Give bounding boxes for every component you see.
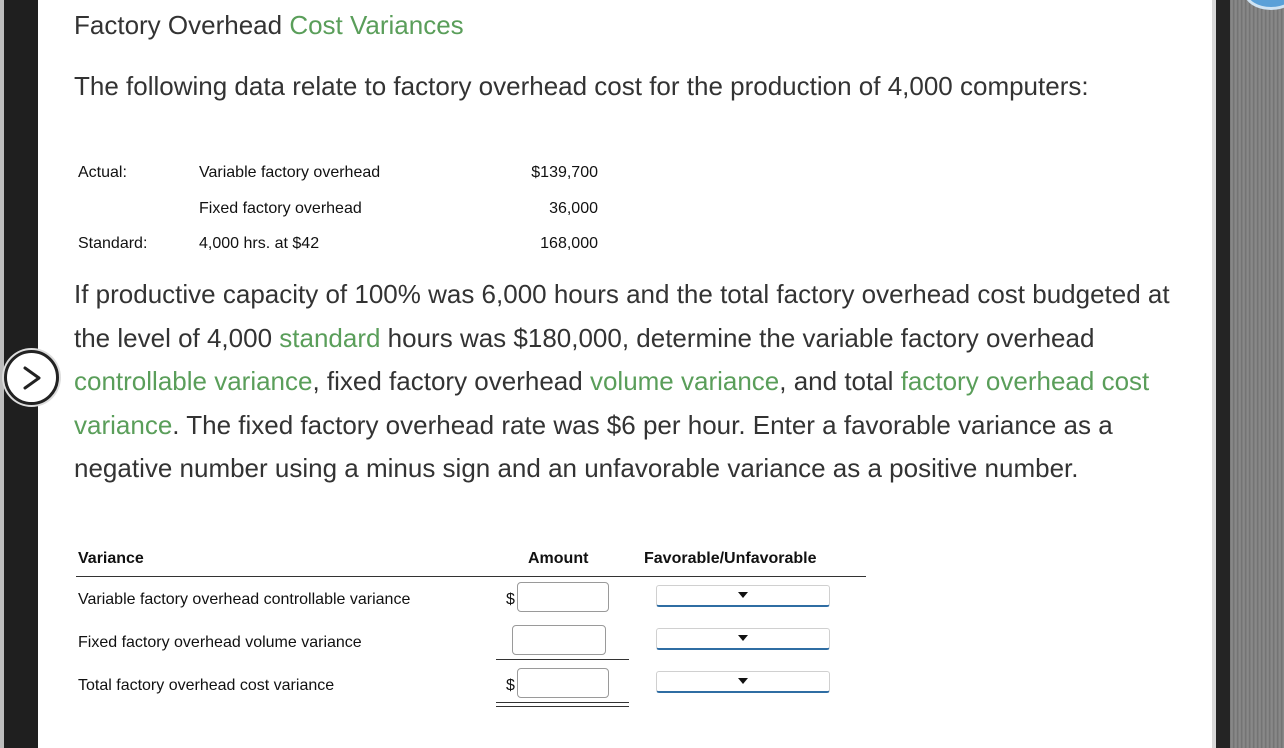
- glossary-link-volume-variance[interactable]: volume variance: [589, 366, 780, 396]
- dropdown-caret-icon: [738, 592, 748, 598]
- glossary-link-standard[interactable]: standard: [279, 322, 381, 353]
- chevron-right-icon: [23, 366, 41, 390]
- volume-variance-amount-input[interactable]: [512, 625, 606, 655]
- dropdown-caret-icon: [738, 635, 748, 641]
- table-row: Total factory overhead cost variance $: [76, 663, 866, 706]
- given-item: Variable factory overhead: [199, 164, 381, 181]
- currency-symbol: $: [506, 591, 515, 608]
- given-amount: $139,700: [531, 164, 598, 181]
- header-variance: Variance: [78, 550, 144, 567]
- total-variance-amount-input[interactable]: [517, 668, 609, 698]
- question-text: If productive capacity of 100% was 6,000…: [74, 279, 1170, 483]
- row-label: Variable factory overhead controllable v…: [78, 591, 411, 608]
- given-category: Actual:: [78, 164, 127, 181]
- row-label: Fixed factory overhead volume variance: [78, 634, 362, 651]
- volume-variance-fav-unfav-select[interactable]: [656, 628, 830, 650]
- subtotal-rule: [496, 659, 629, 660]
- header-favorable-unfavorable: Favorable/Unfavorable: [644, 550, 817, 567]
- given-amount: 168,000: [540, 235, 598, 252]
- dropdown-caret-icon: [738, 678, 748, 684]
- answer-table: Variance Amount Favorable/Unfavorable Va…: [76, 544, 866, 707]
- glossary-link-controllable-variance[interactable]: controllable variance: [74, 366, 313, 396]
- glossary-link-factory-overhead-cost-variance[interactable]: factory overhead cost variance: [74, 366, 1150, 440]
- page-title: Factory Overhead Cost Variances: [74, 10, 464, 40]
- controllable-variance-fav-unfav-select[interactable]: [656, 585, 830, 607]
- total-double-rule: [496, 702, 629, 707]
- row-label: Total factory overhead cost variance: [78, 677, 335, 694]
- given-amount: 36,000: [549, 199, 598, 217]
- answer-table-header: Variance Amount Favorable/Unfavorable: [76, 544, 866, 577]
- currency-symbol: $: [506, 677, 515, 694]
- table-row: Fixed factory overhead volume variance: [76, 620, 866, 663]
- table-row: Variable factory overhead controllable v…: [76, 577, 866, 620]
- header-amount: Amount: [528, 550, 589, 567]
- controllable-variance-amount-input[interactable]: [517, 582, 609, 612]
- total-variance-fav-unfav-select[interactable]: [656, 671, 830, 693]
- intro-text: The following data relate to factory ove…: [74, 71, 1089, 101]
- content-panel: [38, 0, 1212, 748]
- window-right-edge: [1212, 0, 1216, 748]
- given-item: 4,000 hrs. at $42: [199, 235, 320, 252]
- given-item: Fixed factory overhead: [199, 199, 362, 217]
- title-glossary-link[interactable]: Cost Variances: [289, 10, 464, 40]
- given-category: Standard:: [78, 235, 148, 252]
- window-left-edge: [0, 0, 4, 748]
- next-question-button[interactable]: [4, 350, 59, 405]
- window-right-gutter: [1216, 0, 1230, 748]
- background-right-stripe: [1230, 0, 1284, 748]
